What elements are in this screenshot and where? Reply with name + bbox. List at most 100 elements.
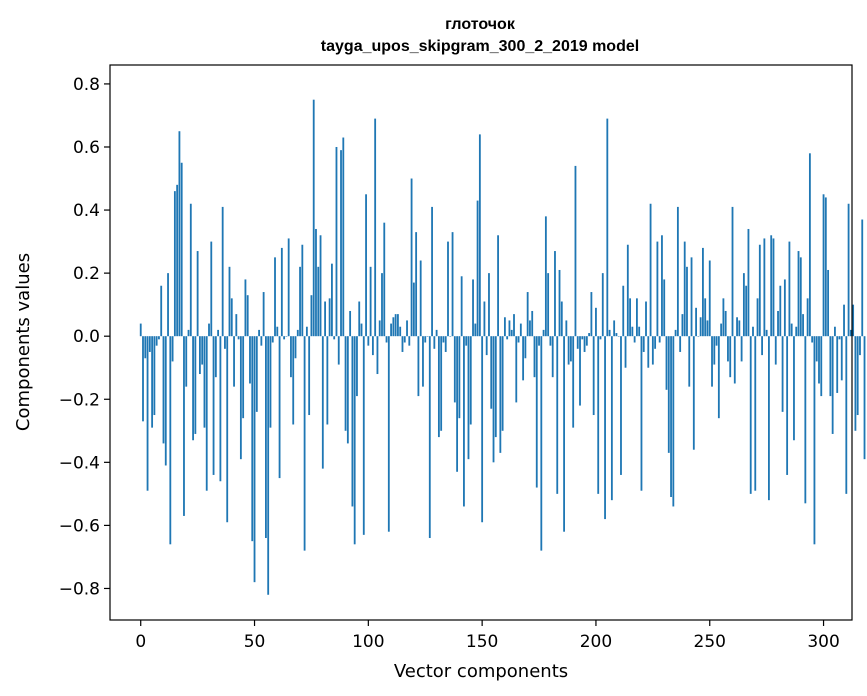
bar-112 — [394, 314, 397, 337]
bar-307 — [838, 336, 841, 340]
bar-283 — [783, 279, 786, 337]
bar-131 — [437, 336, 440, 438]
bar-238 — [681, 314, 684, 337]
bar-67 — [292, 336, 295, 425]
bar-117 — [406, 320, 408, 337]
bar-309 — [843, 304, 845, 337]
bar-167 — [519, 323, 522, 337]
bar-123 — [419, 260, 422, 337]
y-tick-label: 0.2 — [73, 264, 100, 284]
bar-182 — [554, 251, 556, 337]
bar-187 — [565, 320, 568, 337]
bar-62 — [280, 247, 283, 337]
x-tick-label: 50 — [244, 632, 266, 652]
bar-99 — [365, 194, 367, 337]
bar-9 — [160, 285, 163, 337]
y-tick-label: −0.4 — [59, 453, 100, 473]
bar-175 — [538, 336, 540, 346]
bar-157 — [497, 235, 499, 337]
bar-184 — [558, 269, 561, 337]
bar-23 — [192, 336, 194, 441]
bar-300 — [822, 194, 825, 337]
bar-262 — [736, 317, 738, 337]
bar-128 — [431, 206, 433, 337]
bar-8 — [158, 336, 160, 340]
bar-34 — [217, 329, 220, 337]
bar-154 — [490, 336, 493, 409]
bar-302 — [827, 269, 830, 337]
bar-144 — [467, 336, 470, 460]
bar-303 — [829, 336, 832, 397]
bar-287 — [793, 336, 795, 441]
bar-54 — [262, 292, 265, 337]
bar-242 — [690, 257, 693, 337]
bar-257 — [724, 310, 727, 337]
bar-197 — [588, 333, 591, 337]
bar-127 — [428, 336, 431, 539]
bar-19 — [183, 336, 185, 516]
bar-178 — [544, 216, 547, 337]
bar-47 — [246, 295, 249, 337]
bar-40 — [230, 298, 233, 337]
bar-95 — [356, 336, 358, 397]
bar-225 — [651, 336, 654, 365]
bar-211 — [620, 336, 622, 475]
x-tick-label: 0 — [135, 632, 146, 652]
bar-97 — [360, 323, 363, 337]
bar-65 — [287, 238, 290, 337]
y-tick-label: −0.6 — [59, 516, 100, 536]
bar-219 — [638, 326, 641, 337]
x-tick-label: 150 — [466, 632, 498, 652]
bar-108 — [385, 336, 388, 343]
bar-261 — [733, 336, 736, 384]
bar-210 — [617, 336, 620, 337]
bar-244 — [695, 307, 697, 337]
bar-90 — [344, 336, 347, 431]
bar-57 — [269, 336, 272, 428]
bar-199 — [592, 336, 595, 416]
bar-164 — [513, 314, 515, 337]
bar-44 — [239, 336, 242, 460]
bar-241 — [688, 336, 691, 387]
bar-276 — [768, 336, 770, 501]
chart-subtitle: tayga_upos_skipgram_300_2_2019 model — [321, 38, 639, 55]
bar-229 — [661, 235, 663, 337]
x-tick-label: 300 — [807, 632, 839, 652]
bar-201 — [597, 336, 600, 494]
bar-277 — [770, 235, 773, 337]
bar-6 — [153, 336, 156, 416]
bar-252 — [713, 336, 716, 365]
bar-312 — [849, 329, 852, 337]
bar-183 — [556, 336, 559, 494]
bar-75 — [310, 295, 313, 337]
bar-86 — [335, 146, 338, 337]
bar-13 — [169, 336, 172, 545]
bar-88 — [340, 150, 342, 337]
bar-270 — [754, 336, 757, 491]
bar-305 — [834, 326, 836, 337]
bar-191 — [574, 165, 577, 337]
y-tick-label: 0.0 — [73, 327, 100, 347]
bar-30 — [208, 323, 210, 337]
bar-286 — [790, 323, 793, 337]
bar-206 — [608, 329, 611, 337]
bar-141 — [460, 276, 463, 337]
bar-213 — [624, 336, 627, 368]
bar-171 — [529, 320, 531, 337]
bar-161 — [506, 336, 509, 340]
bar-247 — [702, 247, 704, 337]
bar-142 — [463, 336, 465, 507]
bar-78 — [317, 266, 320, 337]
x-tick-label: 100 — [352, 632, 384, 652]
bar-64 — [285, 336, 288, 337]
bar-223 — [647, 336, 650, 368]
bar-50 — [253, 336, 256, 583]
bar-42 — [235, 314, 238, 337]
bar-61 — [278, 336, 281, 479]
bar-16 — [176, 184, 179, 337]
bar-46 — [244, 279, 247, 337]
bar-137 — [451, 232, 454, 337]
bar-236 — [676, 206, 679, 337]
bar-316 — [859, 336, 861, 356]
